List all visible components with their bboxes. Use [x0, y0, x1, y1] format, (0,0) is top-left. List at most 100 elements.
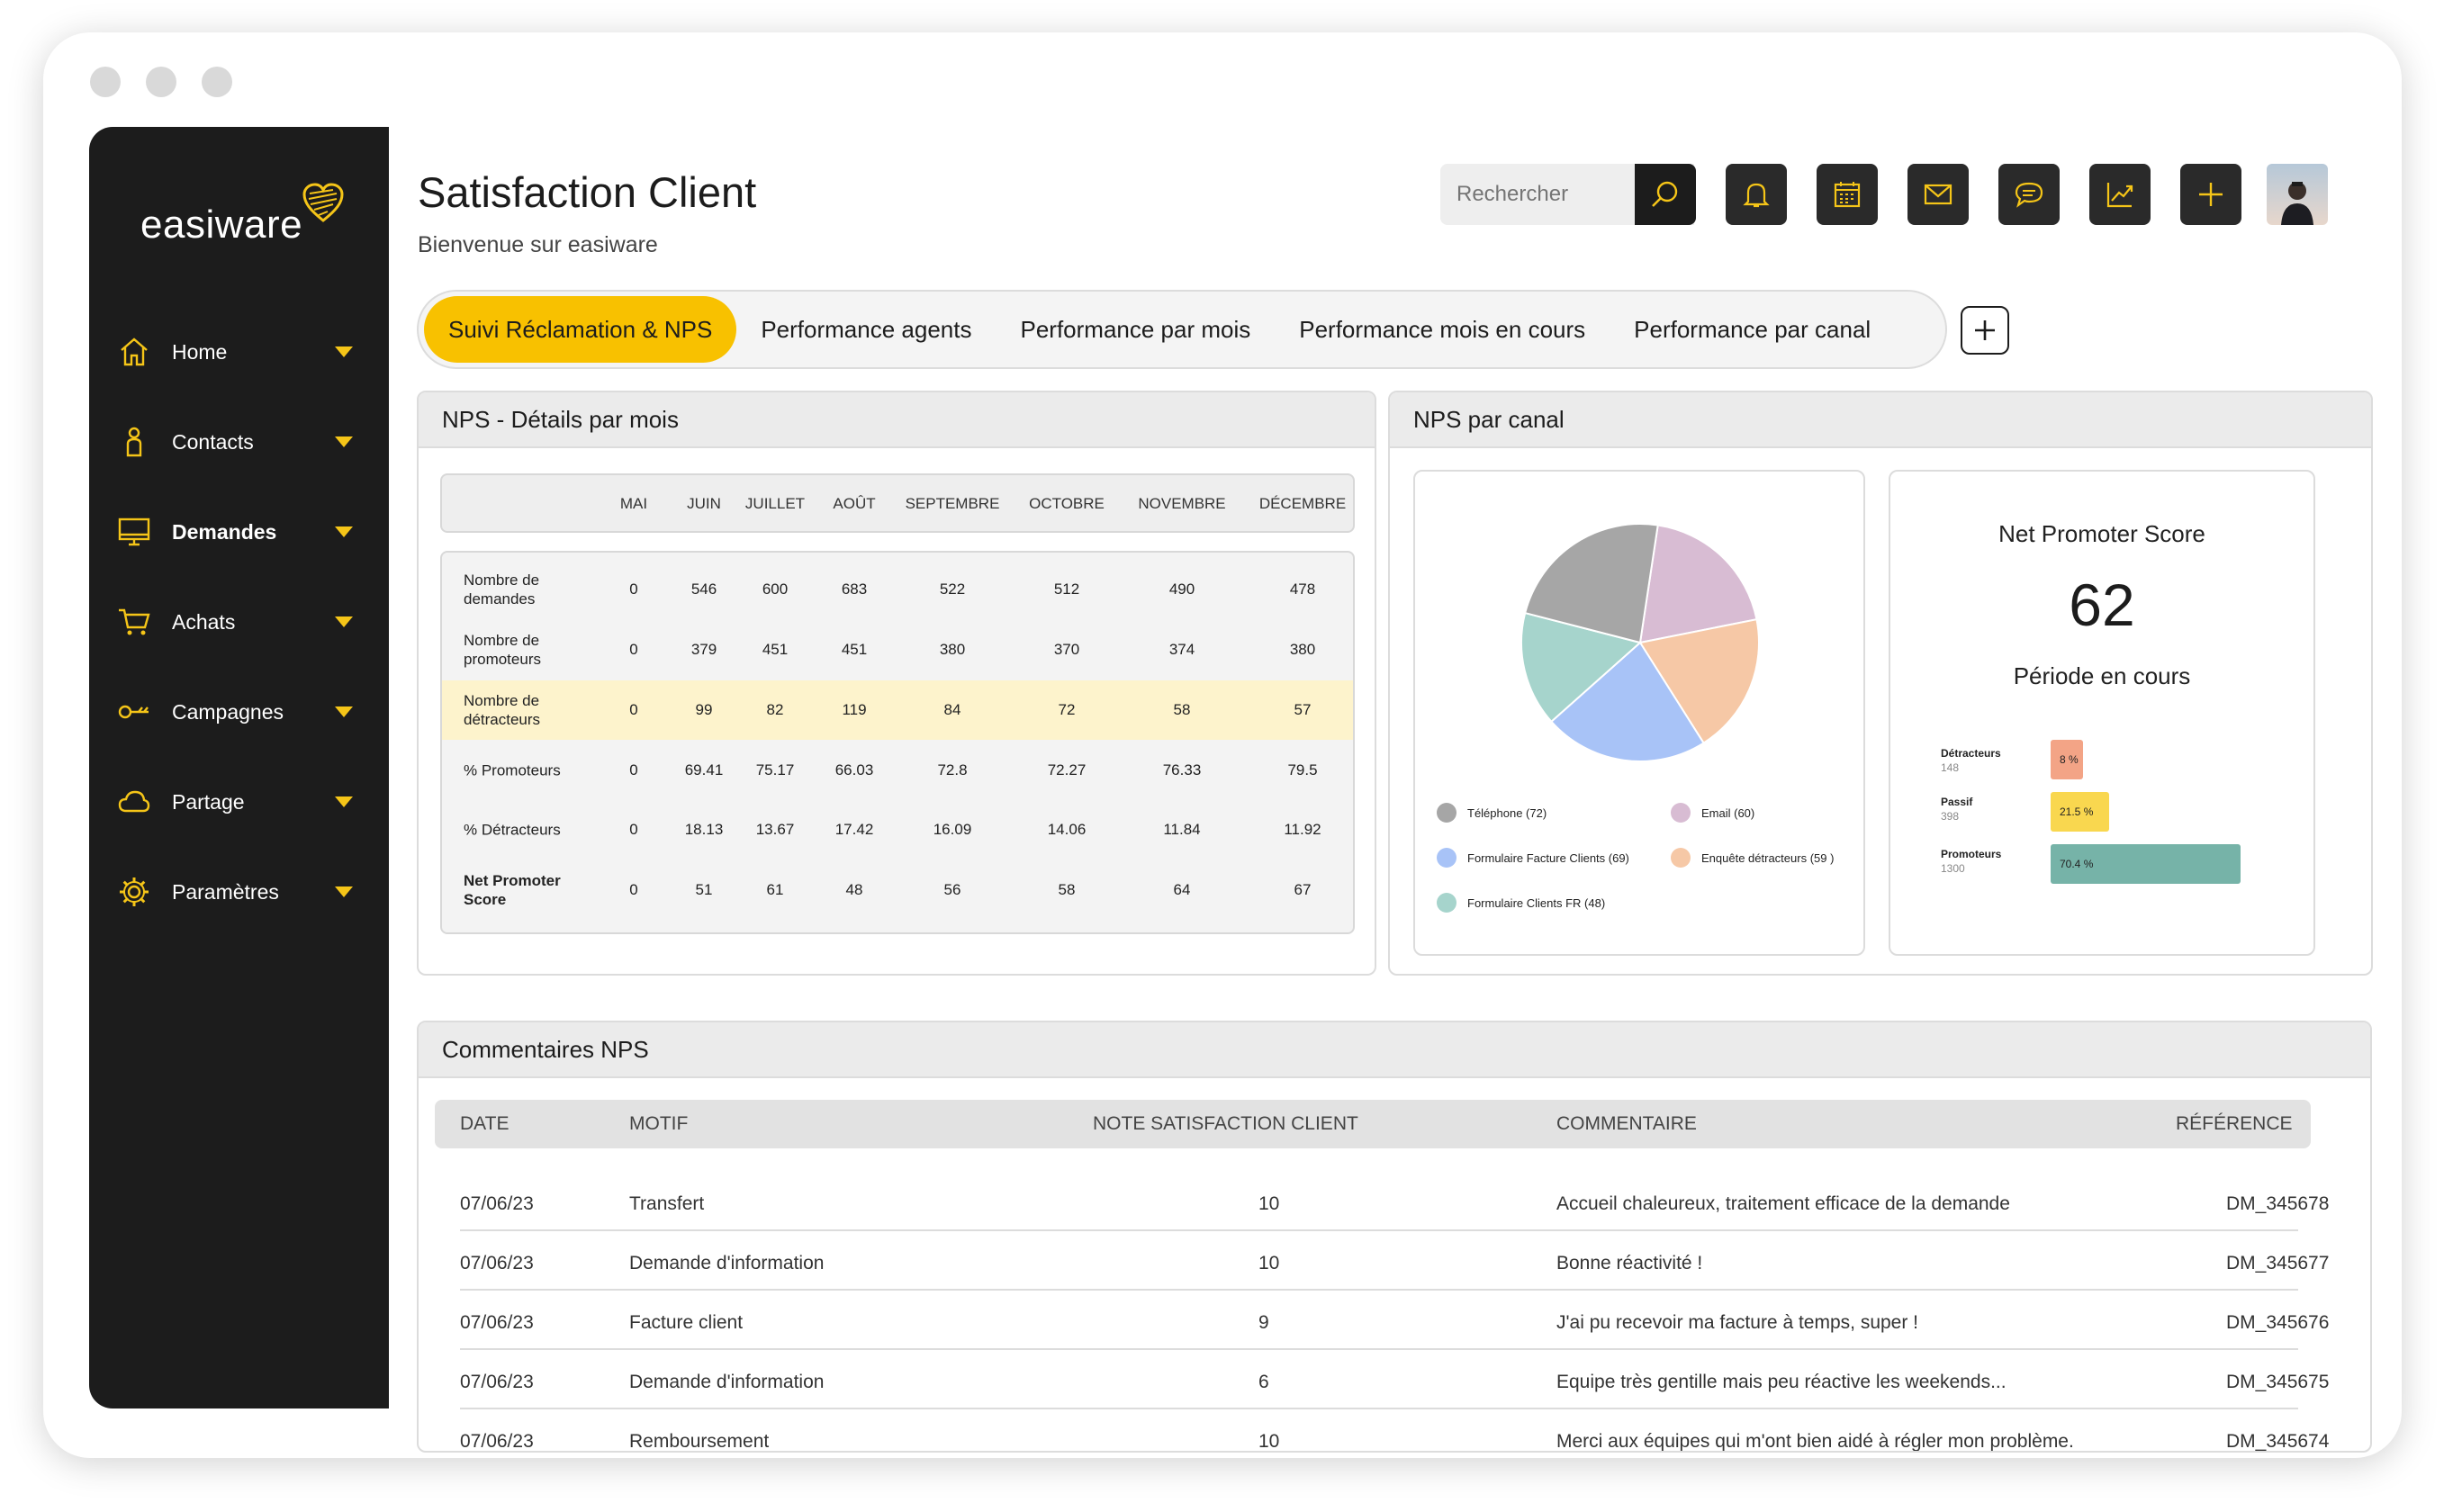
table-cell: 79.5	[1287, 761, 1318, 778]
comment-cell-ref: DM_345675	[2226, 1372, 2330, 1392]
tab-performance-agents[interactable]: Performance agents	[761, 315, 972, 343]
col-reference[interactable]: RÉFÉRENCE	[2176, 1113, 2293, 1134]
legend-label: Email (60)	[1701, 806, 1755, 820]
pie-slice-formulaire-clients-fr[interactable]	[1520, 611, 1643, 724]
tab-performance-par-mois[interactable]: Performance par mois	[1020, 315, 1251, 343]
window-close-dot[interactable]	[90, 67, 121, 97]
table-cell: 683	[841, 580, 868, 598]
chat-button[interactable]	[1998, 164, 2060, 225]
table-row: % Promoteurs 0 69.41 75.17 66.03 72.8 72.27 76.…	[442, 741, 1353, 800]
brand-logo[interactable]: easiware	[140, 181, 347, 253]
notifications-button[interactable]	[1726, 164, 1787, 225]
legend-item-telephone: Téléphone (72)	[1437, 803, 1547, 823]
table-cell: 16.09	[933, 821, 972, 838]
contacts-icon	[116, 424, 152, 460]
sidebar-item-home[interactable]: Home	[89, 307, 389, 397]
comment-cell-note: 10	[1258, 1193, 1280, 1214]
row-label: Nombre de promoteurs	[464, 632, 541, 668]
table-row[interactable]: 07/06/23 Remboursement 10 Merci aux équipes…	[460, 1409, 2329, 1452]
sidebar-item-label: Achats	[172, 609, 236, 634]
table-cell: 0	[629, 881, 638, 898]
nps-canal-title: NPS par canal	[1390, 392, 2371, 448]
pie-slice-email[interactable]	[1638, 524, 1758, 644]
tab-performance-par-canal[interactable]: Performance par canal	[1634, 315, 1871, 343]
sidebar-item-demandes[interactable]: Demandes	[89, 487, 389, 577]
sidebar-item-partage[interactable]: Partage	[89, 757, 389, 847]
mail-icon	[1924, 184, 1952, 205]
table-cell: 14.06	[1047, 821, 1087, 838]
table-cell: 119	[842, 701, 867, 718]
legend-swatch	[1437, 893, 1456, 913]
tab-performance-mois-en-cours[interactable]: Performance mois en cours	[1299, 315, 1586, 343]
calendar-button[interactable]	[1817, 164, 1878, 225]
table-cell: 58	[1173, 701, 1191, 718]
brand-name: easiware	[140, 202, 303, 247]
window-minimize-dot[interactable]	[146, 67, 176, 97]
chevron-down-icon[interactable]	[335, 526, 353, 537]
pie-slice-enqu-te-d-tracteurs[interactable]	[1638, 618, 1760, 744]
sidebar-item-label: Paramètres	[172, 879, 279, 904]
sidebar-item-contacts[interactable]: Contacts	[89, 397, 389, 487]
pie-slice-t-l-phone[interactable]	[1523, 523, 1659, 644]
table-cell: 478	[1289, 580, 1316, 598]
col-motif[interactable]: MOTIF	[629, 1113, 689, 1134]
sidebar-item-parametres[interactable]: Paramètres	[89, 847, 389, 937]
chevron-down-icon[interactable]	[335, 616, 353, 627]
chevron-down-icon[interactable]	[335, 346, 353, 357]
table-cell: 75.17	[755, 761, 795, 778]
add-button[interactable]	[2180, 164, 2241, 225]
comment-cell-motif: Demande d'information	[629, 1253, 825, 1274]
cart-icon	[116, 604, 152, 640]
table-cell: 0	[629, 821, 638, 838]
add-tab-button[interactable]	[1961, 306, 2009, 355]
table-row[interactable]: 07/06/23 Demande d'information 10 Bonne réa…	[460, 1231, 2329, 1291]
tab-suivi-reclamation-nps[interactable]: Suivi Réclamation & NPS	[424, 296, 737, 363]
avatar[interactable]	[2267, 164, 2328, 225]
comment-cell-note: 9	[1258, 1312, 1269, 1333]
table-cell: 600	[762, 580, 789, 598]
row-label: % Promoteurs	[464, 761, 561, 779]
table-row[interactable]: 07/06/23 Transfert 10 Accueil chaleureux, t…	[460, 1172, 2329, 1231]
table-cell: 0	[629, 580, 638, 598]
comment-cell-ref: DM_345677	[2226, 1253, 2330, 1274]
table-cell: 370	[1053, 641, 1080, 658]
col-date[interactable]: DATE	[460, 1113, 510, 1134]
table-cell: 11.92	[1284, 821, 1321, 838]
col-note[interactable]: NOTE SATISFACTION CLIENT	[1093, 1113, 1358, 1134]
comment-cell-motif: Transfert	[629, 1193, 705, 1214]
sidebar-item-achats[interactable]: Achats	[89, 577, 389, 667]
table-cell: 72.27	[1047, 761, 1087, 778]
table-cell: 0	[629, 701, 638, 718]
dashboard-tabs: Suivi Réclamation & NPS Performance agen…	[417, 290, 1947, 369]
comment-cell-date: 07/06/23	[460, 1372, 534, 1392]
search-button[interactable]	[1635, 164, 1696, 225]
nps-details-panel: NPS - Détails par mois MAI JUIN JUILLET AOÛ…	[417, 391, 1376, 976]
pie-slice-formulaire-facture-clients[interactable]	[1549, 641, 1705, 762]
analytics-button[interactable]	[2089, 164, 2151, 225]
legend-swatch	[1437, 848, 1456, 868]
comment-cell-ref: DM_345676	[2226, 1312, 2330, 1333]
row-label: Nombre de détracteurs	[464, 692, 541, 728]
table-row: Nombre de promoteurs 0 379 451 451 380 370 374 3…	[442, 620, 1353, 680]
mail-button[interactable]	[1907, 164, 1969, 225]
comment-cell-date: 07/06/23	[460, 1193, 534, 1214]
comment-cell-date: 07/06/23	[460, 1431, 534, 1452]
nps-canal-pie-chart	[1520, 523, 1760, 762]
comment-cell-commentaire: Equipe très gentille mais peu réactive l…	[1556, 1372, 2007, 1392]
chevron-down-icon[interactable]	[335, 886, 353, 897]
chevron-down-icon[interactable]	[335, 436, 353, 447]
month-header: AOÛT	[833, 495, 876, 512]
chevron-down-icon[interactable]	[335, 706, 353, 717]
col-commentaire[interactable]: COMMENTAIRE	[1556, 1113, 1697, 1134]
chevron-down-icon[interactable]	[335, 796, 353, 807]
table-row[interactable]: 07/06/23 Facture client 9 J'ai pu recevoir …	[460, 1291, 2329, 1350]
legend-item-formulaire-facture: Formulaire Facture Clients (69)	[1437, 848, 1629, 868]
table-cell: 522	[939, 580, 966, 598]
nps-score-value: 62	[2069, 572, 2135, 638]
comment-cell-commentaire: Bonne réactivité !	[1556, 1253, 1703, 1274]
legend-swatch	[1437, 803, 1456, 823]
sidebar-item-campagnes[interactable]: Campagnes	[89, 667, 389, 757]
month-header: DÉCEMBRE	[1258, 495, 1347, 512]
window-maximize-dot[interactable]	[202, 67, 232, 97]
table-row[interactable]: 07/06/23 Demande d'information 6 Equipe trè…	[460, 1350, 2329, 1409]
